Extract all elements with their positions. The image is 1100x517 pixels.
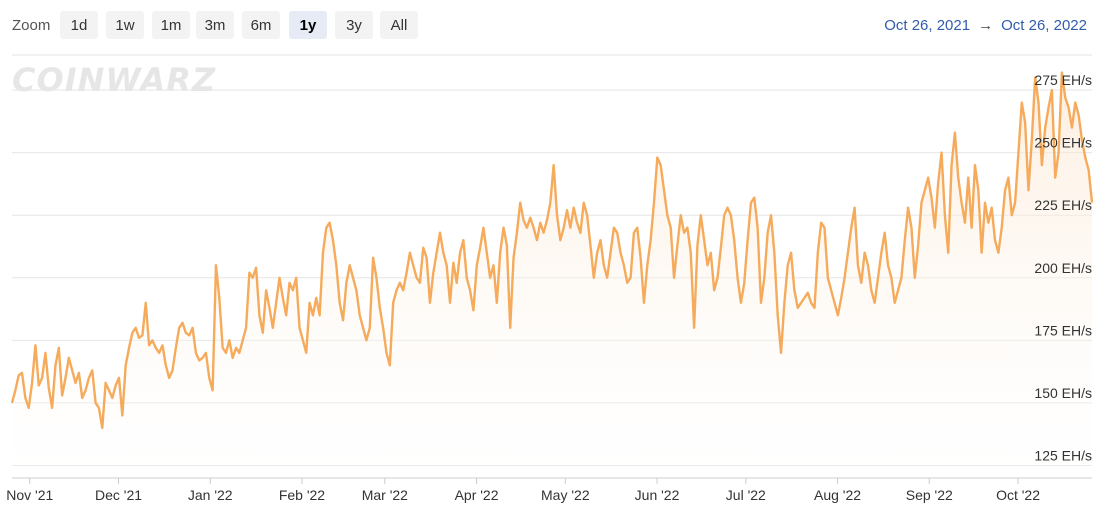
x-tick-label: Jul '22: [726, 487, 766, 503]
x-tick-label: Jan '22: [188, 487, 233, 503]
y-tick-label: 200 EH/s: [1034, 260, 1092, 276]
x-tick-label: Dec '21: [95, 487, 142, 503]
y-tick-label: 150 EH/s: [1034, 385, 1092, 401]
x-tick-label: Aug '22: [814, 487, 861, 503]
x-tick-label: Nov '21: [6, 487, 53, 503]
range-arrow: →: [978, 17, 994, 34]
y-tick-label: 275 EH/s: [1034, 72, 1092, 88]
zoom-button-1d[interactable]: 1d: [60, 11, 98, 39]
x-tick-label: Sep '22: [906, 487, 953, 503]
zoom-label: Zoom: [12, 17, 51, 34]
x-tick-label: Oct '22: [996, 487, 1040, 503]
range-to[interactable]: Oct 26, 2022: [1001, 17, 1087, 34]
y-tick-label: 225 EH/s: [1034, 197, 1092, 213]
zoom-button-1y[interactable]: 1y: [289, 11, 327, 39]
date-range[interactable]: Oct 26, 2021 → Oct 26, 2022: [884, 17, 1087, 34]
watermark-text: COINWARZ: [12, 61, 216, 99]
x-tick-label: Feb '22: [279, 487, 325, 503]
zoom-button-1w[interactable]: 1w: [106, 11, 144, 39]
x-axis: Nov '21 Dec '21 Jan '22 Feb '22 Mar '22 Apr '…: [6, 477, 1092, 503]
zoom-button-3y[interactable]: 3y: [335, 11, 373, 39]
y-tick-label: 125 EH/s: [1034, 447, 1092, 463]
zoom-button-1m[interactable]: 1m: [152, 11, 190, 39]
series-line: [10, 71, 1094, 430]
range-from[interactable]: Oct 26, 2021: [884, 17, 971, 34]
chart-toolbar: Zoom 1d 1w 1m 3m 6m 1y 3y All Oct 26, 2021 → Oct …: [0, 0, 1100, 50]
zoom-button-6m[interactable]: 6m: [242, 11, 280, 39]
x-tick-label: Mar '22: [362, 487, 408, 503]
x-tick-label: Jun '22: [635, 487, 680, 503]
x-tick-label: Apr '22: [455, 487, 499, 503]
y-axis: 125 EH/s 150 EH/s 175 EH/s 200 EH/s 225 EH/s…: [1034, 72, 1092, 463]
coinwarz-watermark: COINWARZ: [12, 61, 216, 99]
y-tick-label: 250 EH/s: [1034, 135, 1092, 151]
y-tick-label: 175 EH/s: [1034, 322, 1092, 338]
series-area: [12, 72, 1092, 479]
zoom-button-All[interactable]: All: [380, 11, 418, 39]
zoom-button-3m[interactable]: 3m: [196, 11, 234, 39]
x-tick-label: May '22: [541, 487, 590, 503]
